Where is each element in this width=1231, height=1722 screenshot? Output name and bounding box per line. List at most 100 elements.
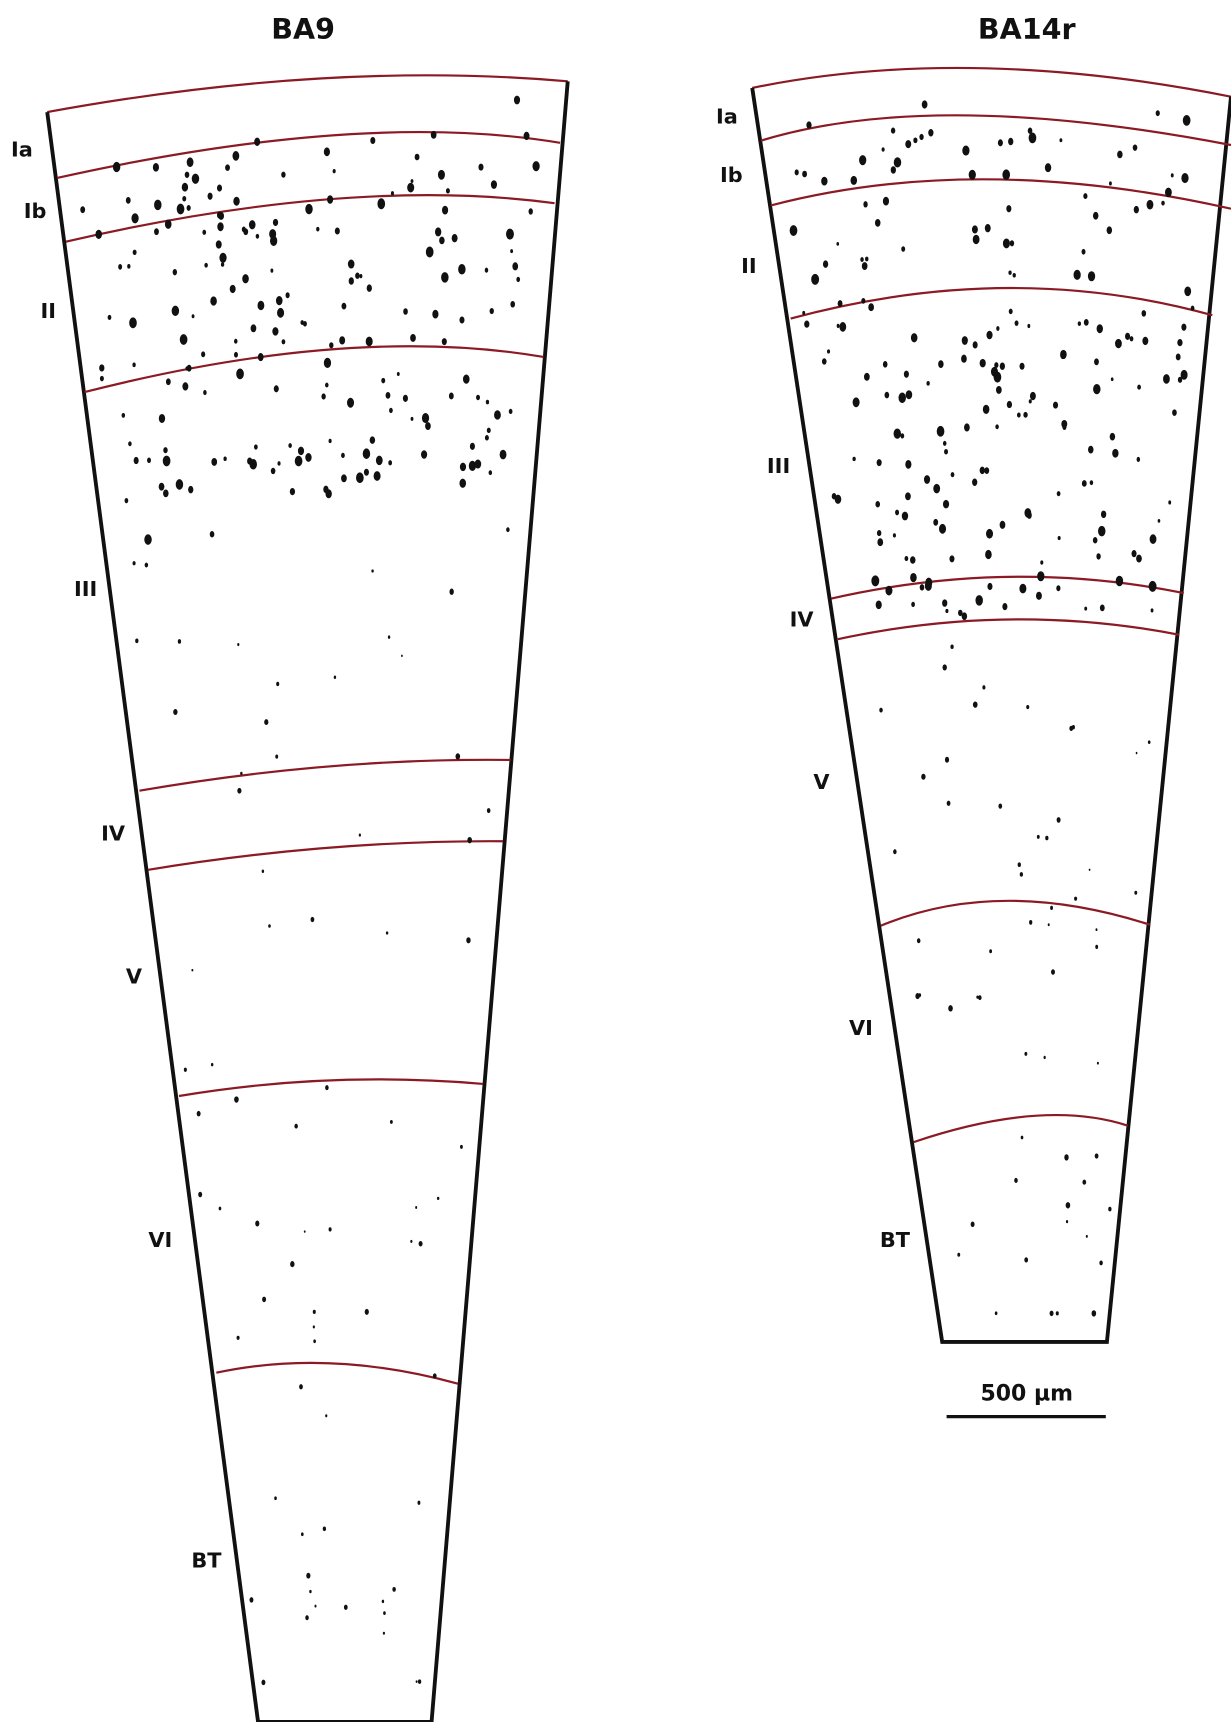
cell bbox=[99, 364, 105, 372]
cell bbox=[1163, 374, 1170, 384]
cell bbox=[905, 459, 912, 469]
cell bbox=[273, 385, 279, 393]
cell bbox=[236, 368, 244, 380]
cell bbox=[232, 151, 240, 161]
cell bbox=[1065, 1202, 1071, 1209]
cell bbox=[1125, 332, 1131, 340]
cell bbox=[510, 300, 516, 308]
cell bbox=[994, 1311, 998, 1316]
cell bbox=[323, 147, 330, 157]
cell bbox=[1084, 606, 1088, 611]
cell bbox=[358, 833, 361, 837]
cell bbox=[201, 351, 206, 358]
cell bbox=[366, 284, 372, 292]
layer-label: BT bbox=[880, 1228, 911, 1252]
cell bbox=[415, 1206, 418, 1209]
cell bbox=[1024, 1051, 1028, 1056]
cell bbox=[1008, 308, 1013, 315]
cell bbox=[305, 1615, 309, 1621]
cell bbox=[921, 773, 926, 780]
cell bbox=[476, 394, 480, 401]
cell bbox=[1028, 132, 1037, 144]
cell bbox=[158, 413, 166, 423]
layer-label: Ia bbox=[716, 105, 738, 129]
cell bbox=[369, 436, 376, 444]
cell bbox=[220, 262, 225, 267]
cell bbox=[1016, 412, 1021, 418]
cell bbox=[313, 1339, 316, 1344]
cell bbox=[132, 249, 137, 256]
cell bbox=[877, 538, 884, 547]
cell bbox=[1148, 580, 1157, 592]
cell bbox=[1146, 199, 1154, 210]
cell bbox=[936, 425, 945, 437]
cell bbox=[1147, 740, 1151, 745]
cell bbox=[328, 1227, 332, 1232]
cell bbox=[410, 1239, 413, 1243]
cell bbox=[410, 179, 414, 184]
cell bbox=[460, 1144, 463, 1149]
cell bbox=[859, 155, 867, 166]
cell bbox=[237, 787, 242, 794]
cell bbox=[996, 385, 1002, 394]
cell bbox=[294, 455, 303, 467]
cell bbox=[196, 1110, 201, 1117]
cell bbox=[396, 372, 400, 376]
cell bbox=[225, 164, 230, 171]
cell bbox=[1141, 310, 1147, 317]
cell bbox=[302, 321, 307, 327]
cell bbox=[329, 342, 334, 349]
cell bbox=[242, 274, 249, 284]
cell bbox=[874, 219, 881, 227]
cell bbox=[839, 322, 847, 332]
cell bbox=[255, 1220, 260, 1227]
layer-boundary bbox=[84, 345, 544, 394]
cell bbox=[895, 509, 900, 516]
cell bbox=[182, 195, 187, 202]
cell bbox=[802, 310, 806, 316]
cell bbox=[217, 222, 224, 232]
cell bbox=[821, 176, 828, 186]
cell bbox=[1044, 163, 1052, 173]
cell bbox=[1172, 409, 1177, 416]
cell bbox=[133, 456, 139, 465]
cell bbox=[972, 478, 978, 486]
cell bbox=[253, 444, 258, 450]
cell bbox=[1008, 270, 1012, 275]
cell bbox=[488, 470, 493, 476]
cell bbox=[341, 302, 347, 310]
cell bbox=[905, 390, 913, 400]
cell bbox=[982, 404, 990, 414]
cell bbox=[1085, 1234, 1088, 1238]
cell bbox=[871, 575, 880, 587]
layer-boundary bbox=[770, 178, 1231, 210]
cell bbox=[385, 391, 391, 399]
cell bbox=[322, 1526, 327, 1532]
cell bbox=[274, 1496, 277, 1501]
cell bbox=[1017, 862, 1021, 868]
cell bbox=[1061, 419, 1068, 429]
cell bbox=[984, 467, 990, 475]
cell bbox=[1050, 905, 1053, 910]
cell bbox=[893, 849, 897, 855]
cell bbox=[377, 198, 386, 210]
cell bbox=[468, 460, 477, 472]
cell bbox=[441, 338, 447, 346]
cell bbox=[375, 455, 383, 466]
cell bbox=[305, 453, 312, 462]
cell bbox=[861, 297, 866, 304]
cell bbox=[910, 556, 916, 564]
cell bbox=[270, 235, 278, 247]
cell bbox=[979, 466, 985, 475]
cell bbox=[852, 397, 860, 408]
cell bbox=[203, 390, 207, 396]
layer-label: VI bbox=[849, 1016, 873, 1040]
cell bbox=[852, 456, 856, 462]
cell bbox=[365, 336, 373, 347]
cell bbox=[451, 233, 458, 243]
cell bbox=[1014, 320, 1019, 326]
cell bbox=[339, 336, 346, 345]
cell bbox=[901, 246, 906, 252]
cell bbox=[968, 169, 976, 180]
cell bbox=[448, 392, 454, 400]
